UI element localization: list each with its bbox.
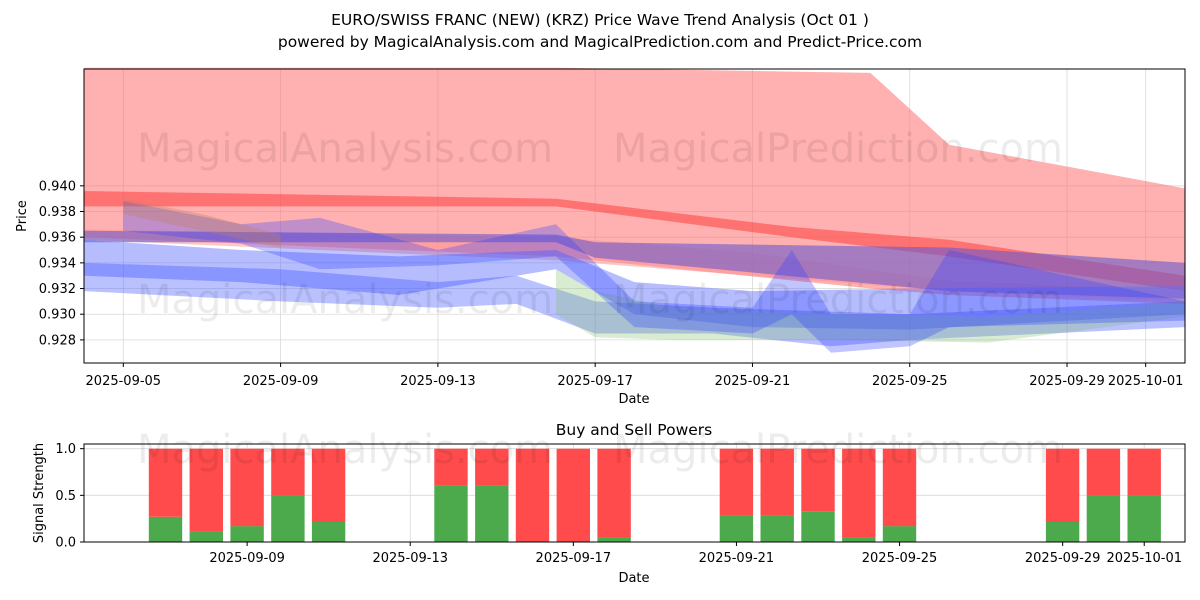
price-x-tick-label: 2025-10-01 [1108, 374, 1184, 389]
sell-bar [1086, 448, 1121, 496]
price-y-tick-label: 0.928 [39, 333, 76, 348]
signal-y-tick-label: 0.0 [55, 536, 76, 551]
buy-bar [842, 537, 876, 542]
buy-bar [1127, 495, 1161, 542]
watermark-analysis-mid: MagicalAnalysis.com [137, 277, 553, 323]
signal-x-label: Date [618, 571, 649, 586]
price-band-7 [123, 201, 1185, 353]
sell-bar [271, 448, 305, 496]
buy-bar [882, 526, 917, 542]
price-band-1 [84, 191, 1185, 292]
price-y-label: Price [15, 200, 30, 232]
buy-bar [719, 515, 754, 542]
buy-bar [271, 495, 305, 542]
signal-chart: Buy and Sell Powers MagicalAnalysis.com … [32, 421, 1186, 586]
price-x-tick-label: 2025-09-05 [86, 374, 162, 389]
sell-bar [801, 448, 835, 512]
sell-bar [556, 448, 590, 542]
price-x-tick-label: 2025-09-17 [557, 374, 633, 389]
sell-bar [842, 448, 876, 538]
watermark-analysis-top: MagicalAnalysis.com [137, 126, 553, 172]
price-x-tick-label: 2025-09-29 [1029, 374, 1105, 389]
price-y-tick-label: 0.932 [39, 282, 76, 297]
price-y-tick-label: 0.936 [39, 231, 76, 246]
signal-x-tick-label: 2025-10-01 [1106, 551, 1182, 566]
buy-bar [1045, 521, 1080, 542]
price-y-ticks: 0.928 0.930 0.932 0.934 0.936 0.938 0.940 [39, 179, 84, 348]
buy-bar [434, 485, 468, 542]
price-band-8 [123, 198, 281, 248]
price-chart: MagicalAnalysis.com MagicalPrediction.co… [15, 67, 1186, 407]
signal-plot-frame [83, 443, 1186, 543]
price-x-tick-label: 2025-09-21 [715, 374, 791, 389]
watermark-analysis-bottom: MagicalAnalysis.com [137, 427, 553, 473]
buy-bar [597, 537, 631, 542]
sell-bar [475, 448, 509, 486]
sell-bar [597, 448, 631, 538]
signal-chart-title: Buy and Sell Powers [556, 421, 713, 439]
signal-x-tick-label: 2025-09-25 [862, 551, 938, 566]
signal-x-tick-label: 2025-09-21 [699, 551, 775, 566]
price-band-4 [84, 239, 1185, 330]
watermark-prediction-top: MagicalPrediction.com [613, 126, 1063, 172]
signal-x-tick-label: 2025-09-13 [372, 551, 448, 566]
buy-bar [189, 531, 223, 542]
signal-plot-area [84, 444, 1185, 542]
sell-bar [230, 448, 264, 527]
buy-bar [1086, 495, 1121, 542]
buy-bar [801, 511, 835, 542]
buy-bar [760, 515, 794, 542]
sell-bar [148, 448, 183, 517]
signal-x-tick-label: 2025-09-09 [209, 551, 285, 566]
price-band-3 [84, 230, 1185, 299]
signal-y-tick-label: 1.0 [55, 442, 76, 457]
sell-bar [1045, 448, 1080, 522]
signal-x-tick-label: 2025-09-29 [1025, 551, 1101, 566]
price-x-tick-label: 2025-09-25 [872, 374, 948, 389]
price-x-tick-label: 2025-09-13 [400, 374, 476, 389]
price-y-tick-label: 0.930 [39, 308, 76, 323]
sell-bar [719, 448, 754, 516]
price-band-6 [555, 269, 1185, 343]
sell-bar [189, 448, 223, 532]
sell-bar [882, 448, 917, 527]
price-x-ticks: 2025-09-05 2025-09-09 2025-09-13 2025-09-17… [86, 363, 1184, 389]
price-plot-frame [83, 68, 1186, 364]
signal-bars [148, 448, 1161, 542]
price-x-label: Date [618, 392, 649, 407]
chart-title-line1: EURO/SWISS FRANC (NEW) (KRZ) Price Wave … [331, 11, 869, 29]
buy-bar [475, 485, 509, 542]
signal-y-label: Signal Strength [32, 443, 47, 543]
buy-bar [148, 516, 183, 542]
buy-bar [230, 526, 264, 542]
sell-bar [760, 448, 794, 516]
signal-y-tick-label: 0.5 [55, 489, 76, 504]
watermark-prediction-bottom: MagicalPrediction.com [613, 427, 1063, 473]
price-band-5 [84, 262, 1185, 347]
sell-bar [1127, 448, 1161, 496]
price-bands [84, 67, 1185, 353]
watermark-prediction-mid: MagicalPrediction.com [613, 277, 1063, 323]
price-x-tick-label: 2025-09-09 [243, 374, 319, 389]
chart-title-line2: powered by MagicalAnalysis.com and Magic… [278, 33, 922, 51]
signal-y-ticks: 0.0 0.5 1.0 [55, 442, 84, 551]
buy-bar [311, 521, 346, 542]
signal-x-ticks: 2025-09-09 2025-09-13 2025-09-17 2025-09-21… [209, 542, 1182, 566]
sell-bar [515, 448, 550, 542]
signal-x-tick-label: 2025-09-17 [536, 551, 612, 566]
sell-bar [311, 448, 346, 522]
price-y-tick-label: 0.938 [39, 205, 76, 220]
sell-bar [434, 448, 468, 486]
price-y-tick-label: 0.940 [39, 179, 76, 194]
price-y-tick-label: 0.934 [39, 256, 76, 271]
